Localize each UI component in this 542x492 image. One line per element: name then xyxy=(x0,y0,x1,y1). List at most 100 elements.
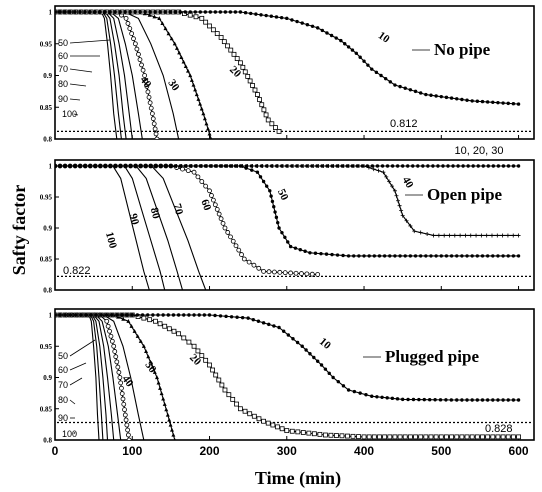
data-point xyxy=(166,313,171,317)
data-point xyxy=(123,164,128,168)
data-point xyxy=(461,164,465,168)
data-point xyxy=(362,254,366,258)
data-point xyxy=(163,10,167,14)
data-point xyxy=(436,164,440,168)
data-point xyxy=(143,10,147,14)
data-point xyxy=(308,251,312,255)
data-point xyxy=(73,313,78,317)
data-point xyxy=(475,99,480,103)
data-point xyxy=(162,323,168,329)
data-point xyxy=(145,89,151,95)
data-point xyxy=(178,10,182,14)
data-point xyxy=(480,434,485,440)
data-point xyxy=(403,254,407,258)
data-point xyxy=(339,433,345,439)
data-point xyxy=(258,175,263,179)
panel-title: Open pipe xyxy=(427,185,503,204)
data-point xyxy=(434,254,438,258)
data-point xyxy=(250,168,254,172)
data-point xyxy=(156,380,161,385)
data-point xyxy=(469,434,475,440)
data-point xyxy=(392,188,397,193)
data-point xyxy=(103,164,108,168)
data-point xyxy=(480,254,485,258)
data-point xyxy=(207,23,212,29)
data-point xyxy=(374,70,379,75)
data-point xyxy=(166,326,172,332)
panel-title: No pipe xyxy=(434,40,491,59)
data-point xyxy=(452,233,457,238)
data-point xyxy=(149,111,155,116)
data-point xyxy=(516,434,521,440)
series-label: 90 xyxy=(127,212,142,226)
data-point xyxy=(88,10,92,14)
data-point xyxy=(313,251,318,255)
data-point xyxy=(188,10,193,14)
data-point xyxy=(444,398,448,402)
data-point xyxy=(148,105,154,111)
data-point xyxy=(275,424,280,430)
data-point xyxy=(315,272,321,277)
data-point xyxy=(331,375,335,380)
x-tick-label: 300 xyxy=(277,444,297,458)
data-point xyxy=(303,249,307,253)
data-point xyxy=(371,167,376,172)
data-point xyxy=(434,94,438,98)
data-point xyxy=(171,313,176,317)
data-point xyxy=(343,42,347,46)
data-point xyxy=(79,313,83,317)
data-point xyxy=(392,434,398,440)
data-point xyxy=(162,402,167,406)
data-point xyxy=(63,313,68,317)
data-point xyxy=(218,314,223,318)
data-point xyxy=(290,18,294,22)
data-point xyxy=(218,216,224,222)
data-point xyxy=(264,184,269,188)
series-label: 60 xyxy=(58,51,68,61)
data-point xyxy=(304,271,310,277)
data-point xyxy=(218,35,224,40)
panel-title: Plugged pipe xyxy=(385,347,479,366)
data-point xyxy=(238,10,243,14)
data-point xyxy=(161,313,165,317)
series-label: 60 xyxy=(58,365,68,375)
data-point xyxy=(210,367,216,373)
y-tick-label: 0.85 xyxy=(40,104,53,112)
data-point xyxy=(203,10,208,14)
data-point xyxy=(157,16,162,20)
series-label: 70 xyxy=(58,380,68,390)
data-point xyxy=(510,434,516,440)
data-point xyxy=(311,431,317,437)
data-point xyxy=(147,100,153,106)
data-point xyxy=(148,359,153,364)
data-point xyxy=(439,254,443,258)
data-point xyxy=(176,313,181,317)
data-point xyxy=(125,427,131,433)
data-point xyxy=(382,434,388,440)
data-point xyxy=(256,416,262,422)
data-point xyxy=(500,434,506,440)
data-point xyxy=(183,64,188,69)
data-point xyxy=(404,218,409,223)
data-point xyxy=(242,69,248,75)
data-point xyxy=(261,321,266,325)
label-leader xyxy=(69,377,83,386)
data-point xyxy=(68,10,72,14)
x-tick-label: 0 xyxy=(52,444,59,458)
data-point xyxy=(431,233,436,238)
plot-frame xyxy=(54,308,535,441)
data-point xyxy=(124,422,130,428)
data-point xyxy=(199,353,205,359)
data-point xyxy=(380,164,385,168)
data-point xyxy=(300,21,304,25)
data-point xyxy=(480,398,485,402)
data-point xyxy=(465,398,469,402)
data-point xyxy=(384,174,389,179)
data-point xyxy=(426,164,430,168)
data-point xyxy=(146,354,151,359)
series-80 xyxy=(55,11,127,139)
data-point xyxy=(254,164,259,168)
data-point xyxy=(247,411,253,417)
data-point xyxy=(288,270,294,276)
data-point xyxy=(385,396,389,400)
